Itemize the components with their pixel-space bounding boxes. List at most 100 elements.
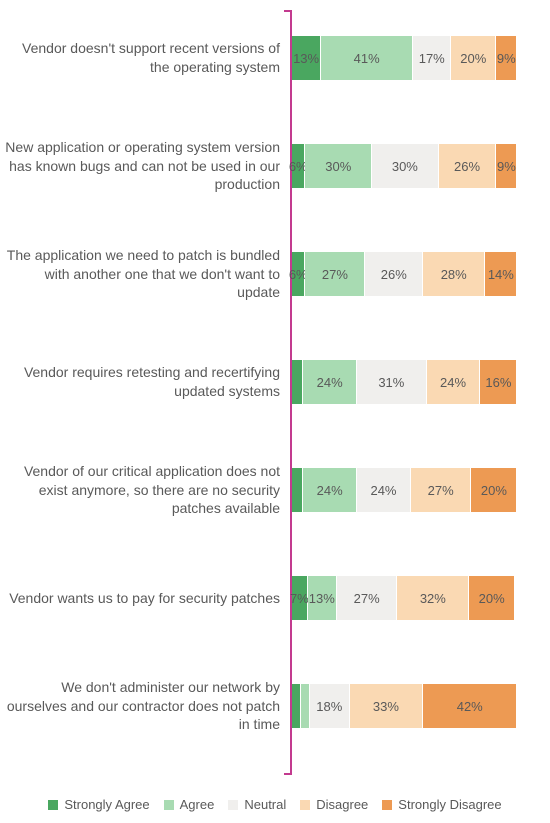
chart-row: The application we need to patch is bund… bbox=[0, 252, 550, 296]
legend-item-strongly_disagree: Strongly Disagree bbox=[382, 797, 501, 812]
segment-value: 9% bbox=[497, 159, 516, 174]
legend-label: Agree bbox=[180, 797, 215, 812]
segment-value: 16% bbox=[485, 375, 511, 390]
bar-segment-agree: 13% bbox=[308, 576, 337, 620]
bar-segment-strongly_agree: 6% bbox=[292, 252, 305, 296]
segment-value: 24% bbox=[440, 375, 466, 390]
segment-value: 27% bbox=[428, 483, 454, 498]
legend-swatch bbox=[228, 800, 238, 810]
stacked-bar: 6% 30% 30% 26% 9% bbox=[292, 144, 516, 188]
bar-segment-strongly_disagree: 16% bbox=[480, 360, 516, 404]
chart-row: Vendor requires retesting and recertifyi… bbox=[0, 360, 550, 404]
bar-segment-agree: 27% bbox=[305, 252, 365, 296]
bar-segment-agree: 41% bbox=[321, 36, 413, 80]
segment-value: 20% bbox=[460, 51, 486, 66]
bar-segment-disagree: 32% bbox=[397, 576, 469, 620]
bar-segment-strongly_agree bbox=[292, 468, 303, 512]
axis-tick bbox=[284, 10, 290, 12]
segment-value: 14% bbox=[488, 267, 514, 282]
legend-swatch bbox=[48, 800, 58, 810]
legend-swatch bbox=[300, 800, 310, 810]
likert-stacked-bar-chart: Vendor doesn't support recent versions o… bbox=[0, 0, 550, 823]
legend-label: Strongly Agree bbox=[64, 797, 149, 812]
segment-value: 27% bbox=[354, 591, 380, 606]
legend-label: Neutral bbox=[244, 797, 286, 812]
legend-label: Strongly Disagree bbox=[398, 797, 501, 812]
segment-value: 26% bbox=[381, 267, 407, 282]
stacked-bar: 13%41% 17% 20% 9% bbox=[292, 36, 516, 80]
bar-segment-strongly_agree: 13% bbox=[292, 36, 321, 80]
row-label: We don't administer our network by ourse… bbox=[0, 678, 290, 735]
chart-row: Vendor of our critical application does … bbox=[0, 468, 550, 512]
legend-item-strongly_agree: Strongly Agree bbox=[48, 797, 149, 812]
bar-segment-neutral: 17% bbox=[413, 36, 451, 80]
bar-segment-agree: 24% bbox=[303, 360, 357, 404]
chart-row: Vendor wants us to pay for security patc… bbox=[0, 576, 550, 620]
bar-segment-strongly_agree: 7% bbox=[292, 576, 308, 620]
bar-segment-strongly_disagree: 9% bbox=[496, 144, 516, 188]
stacked-bar: 7%13% 27% 32% 20% bbox=[292, 576, 516, 620]
segment-value: 30% bbox=[325, 159, 351, 174]
bar-segment-strongly_disagree: 20% bbox=[471, 468, 516, 512]
plot-area: Vendor doesn't support recent versions o… bbox=[0, 10, 550, 775]
legend-label: Disagree bbox=[316, 797, 368, 812]
bar-segment-agree bbox=[301, 684, 310, 728]
segment-value: 24% bbox=[317, 483, 343, 498]
bar-segment-strongly_agree: 6% bbox=[292, 144, 305, 188]
segment-value: 17% bbox=[419, 51, 445, 66]
legend-swatch bbox=[382, 800, 392, 810]
segment-value: 27% bbox=[322, 267, 348, 282]
bar-segment-agree: 30% bbox=[305, 144, 372, 188]
segment-value: 18% bbox=[316, 699, 342, 714]
bar-segment-strongly_agree bbox=[292, 684, 301, 728]
bar-segment-neutral: 18% bbox=[310, 684, 350, 728]
segment-value: 20% bbox=[479, 591, 505, 606]
stacked-bar: 24% 24% 27% 20% bbox=[292, 468, 516, 512]
chart-row: New application or operating system vers… bbox=[0, 144, 550, 188]
legend-item-agree: Agree bbox=[164, 797, 215, 812]
bar-segment-disagree: 20% bbox=[451, 36, 496, 80]
chart-row: We don't administer our network by ourse… bbox=[0, 684, 550, 728]
segment-value: 33% bbox=[373, 699, 399, 714]
bar-segment-neutral: 24% bbox=[357, 468, 411, 512]
segment-value: 24% bbox=[317, 375, 343, 390]
row-label: New application or operating system vers… bbox=[0, 138, 290, 195]
segment-value: 32% bbox=[420, 591, 446, 606]
bar-segment-disagree: 26% bbox=[439, 144, 497, 188]
bar-segment-strongly_disagree: 42% bbox=[423, 684, 516, 728]
bar-segment-disagree: 33% bbox=[350, 684, 423, 728]
bar-segment-strongly_disagree: 14% bbox=[485, 252, 516, 296]
segment-value: 42% bbox=[457, 699, 483, 714]
row-label: The application we need to patch is bund… bbox=[0, 246, 290, 303]
legend-item-disagree: Disagree bbox=[300, 797, 368, 812]
segment-value: 9% bbox=[497, 51, 516, 66]
bar-segment-strongly_disagree: 9% bbox=[496, 36, 516, 80]
bar-segment-agree: 24% bbox=[303, 468, 357, 512]
bar-segment-disagree: 28% bbox=[423, 252, 485, 296]
legend-item-neutral: Neutral bbox=[228, 797, 286, 812]
stacked-bar: 18% 33% 42% bbox=[292, 684, 516, 728]
segment-value: 30% bbox=[392, 159, 418, 174]
chart-row: Vendor doesn't support recent versions o… bbox=[0, 36, 550, 80]
bar-segment-neutral: 26% bbox=[365, 252, 423, 296]
row-label: Vendor wants us to pay for security patc… bbox=[0, 589, 290, 608]
segment-value: 26% bbox=[454, 159, 480, 174]
legend-swatch bbox=[164, 800, 174, 810]
segment-value: 20% bbox=[481, 483, 507, 498]
bar-segment-strongly_disagree: 20% bbox=[469, 576, 514, 620]
axis-tick bbox=[284, 773, 290, 775]
stacked-bar: 6% 27% 26% 28% 14% bbox=[292, 252, 516, 296]
segment-value: 13% bbox=[293, 51, 319, 66]
bar-segment-disagree: 27% bbox=[411, 468, 472, 512]
segment-value: 28% bbox=[441, 267, 467, 282]
row-label: Vendor of our critical application does … bbox=[0, 462, 290, 519]
bar-segment-neutral: 30% bbox=[372, 144, 439, 188]
bar-segment-neutral: 27% bbox=[337, 576, 398, 620]
bar-segment-neutral: 31% bbox=[357, 360, 427, 404]
legend: Strongly Agree Agree Neutral Disagree Strong… bbox=[0, 797, 550, 812]
bar-segment-disagree: 24% bbox=[427, 360, 481, 404]
row-label: Vendor doesn't support recent versions o… bbox=[0, 39, 290, 77]
segment-value: 31% bbox=[378, 375, 404, 390]
segment-value: 7% bbox=[290, 591, 309, 606]
segment-value: 24% bbox=[370, 483, 396, 498]
